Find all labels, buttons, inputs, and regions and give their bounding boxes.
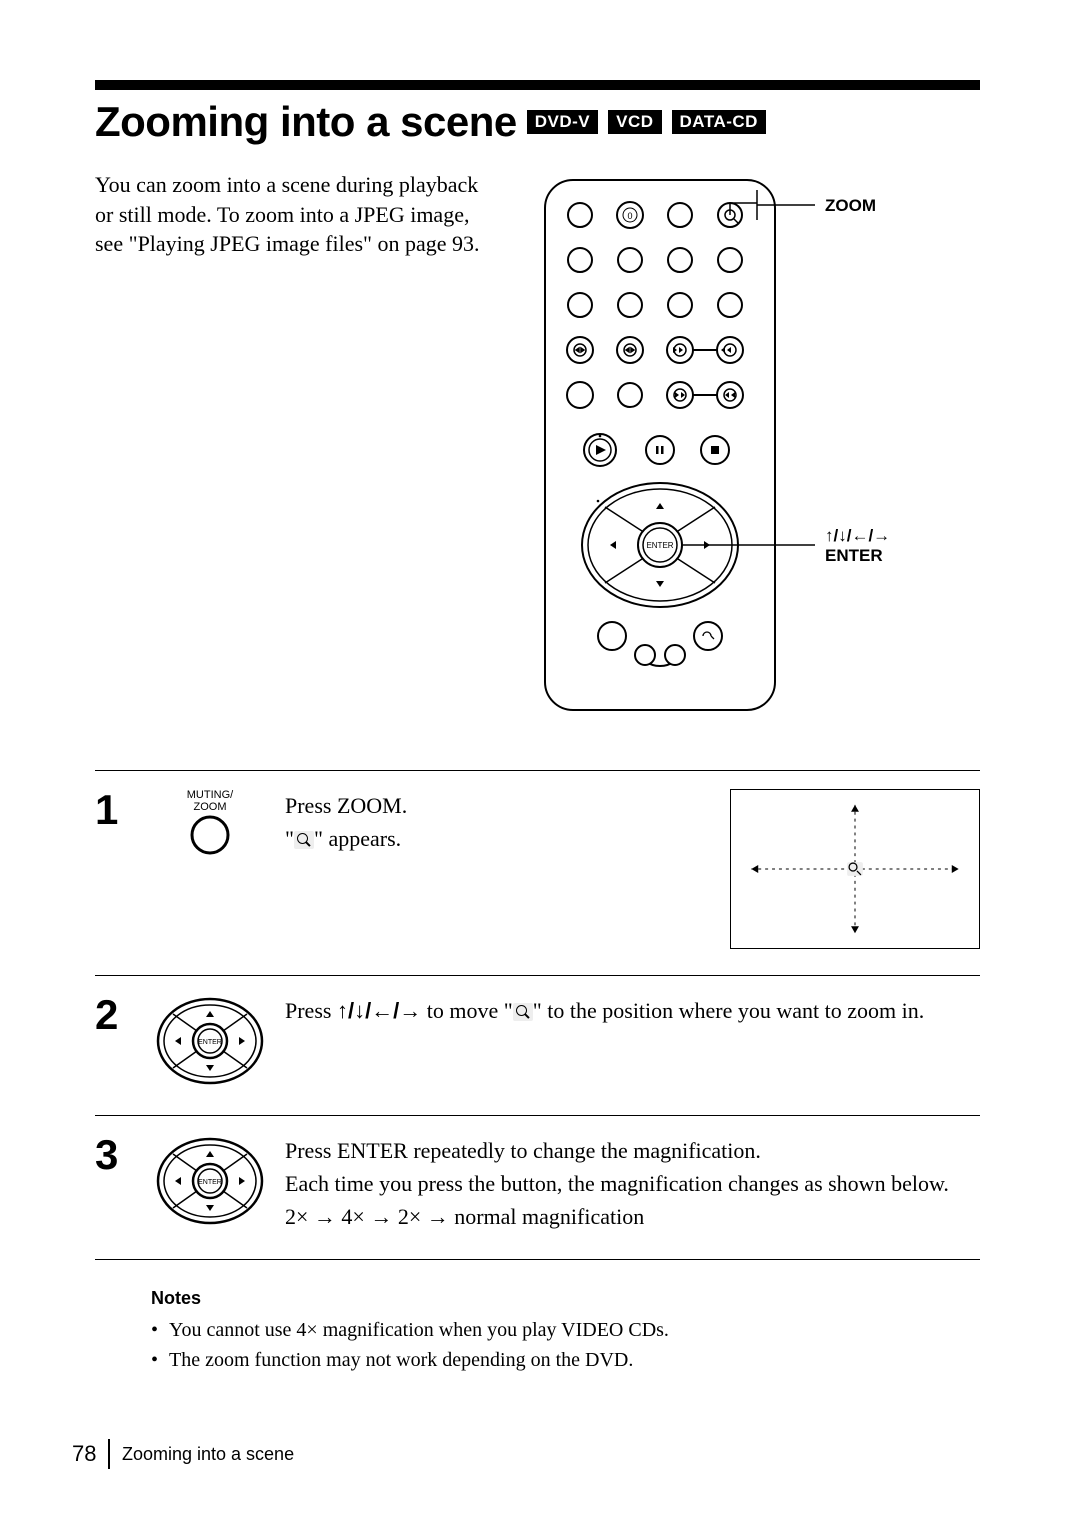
page-number: 78	[72, 1441, 96, 1467]
step-text: Press ↑/↓/←/→ to move "" to the position…	[285, 994, 980, 1027]
page-footer: 78 Zooming into a scene	[72, 1439, 294, 1469]
magnifier-icon	[513, 1003, 533, 1021]
notes-heading: Notes	[95, 1288, 980, 1309]
zoom-button-icon: MUTING/ ZOOM	[155, 789, 265, 857]
note-item: The zoom function may not work depending…	[151, 1345, 980, 1375]
svg-text:0: 0	[627, 211, 632, 221]
screen-crosshair-diagram	[730, 789, 980, 949]
step-number: 3	[95, 1134, 135, 1176]
title-row: Zooming into a scene DVD-V VCD DATA-CD	[95, 98, 980, 146]
step-text: Press ZOOM. "" appears.	[285, 789, 710, 855]
svg-text:ENTER: ENTER	[646, 541, 673, 550]
badge-datacd: DATA-CD	[672, 110, 766, 134]
remote-enter-label: ENTER	[825, 546, 883, 566]
svg-text:ENTER: ENTER	[198, 1179, 222, 1186]
arrows-glyph: ↑/↓/←/→	[337, 998, 421, 1023]
footer-title: Zooming into a scene	[122, 1444, 294, 1465]
step-2: 2 ENTER Pre	[95, 975, 980, 1115]
step-1: 1 MUTING/ ZOOM Press ZOOM. "" appears.	[95, 770, 980, 975]
notes-section: Notes You cannot use 4× magnification wh…	[95, 1288, 980, 1375]
note-item: You cannot use 4× magnification when you…	[151, 1315, 980, 1345]
remote-arrows-label: ↑/↓/←/→	[825, 526, 890, 546]
remote-zoom-label: ZOOM	[825, 196, 876, 216]
icon-label: ZOOM	[194, 801, 227, 813]
dpad-icon: ENTER	[155, 994, 265, 1089]
dpad-icon: ENTER	[155, 1134, 265, 1229]
footer-separator	[108, 1439, 110, 1469]
remote-diagram: 0	[525, 170, 965, 740]
section-rule	[95, 80, 980, 90]
step-3: 3 ENTER Pre	[95, 1115, 980, 1260]
step-number: 1	[95, 789, 135, 831]
intro-text: You can zoom into a scene during playbac…	[95, 170, 495, 259]
step-line: "" appears.	[285, 822, 710, 855]
enter-label: ENTER	[198, 1039, 222, 1046]
step-line: Press ZOOM.	[285, 789, 710, 822]
arrows-glyph: ↑/↓/←/→	[825, 526, 890, 545]
step-text: Press ENTER repeatedly to change the mag…	[285, 1134, 980, 1233]
page-title: Zooming into a scene	[95, 98, 517, 146]
magnifier-icon	[294, 831, 314, 849]
badge-vcd: VCD	[608, 110, 661, 134]
icon-label: MUTING/	[187, 789, 233, 801]
step-number: 2	[95, 994, 135, 1036]
badge-dvdv: DVD-V	[527, 110, 598, 134]
step-line: 2× → 4× → 2× → normal magnification	[285, 1200, 980, 1233]
step-line: Each time you press the button, the magn…	[285, 1167, 980, 1200]
step-line: Press ENTER repeatedly to change the mag…	[285, 1134, 980, 1167]
